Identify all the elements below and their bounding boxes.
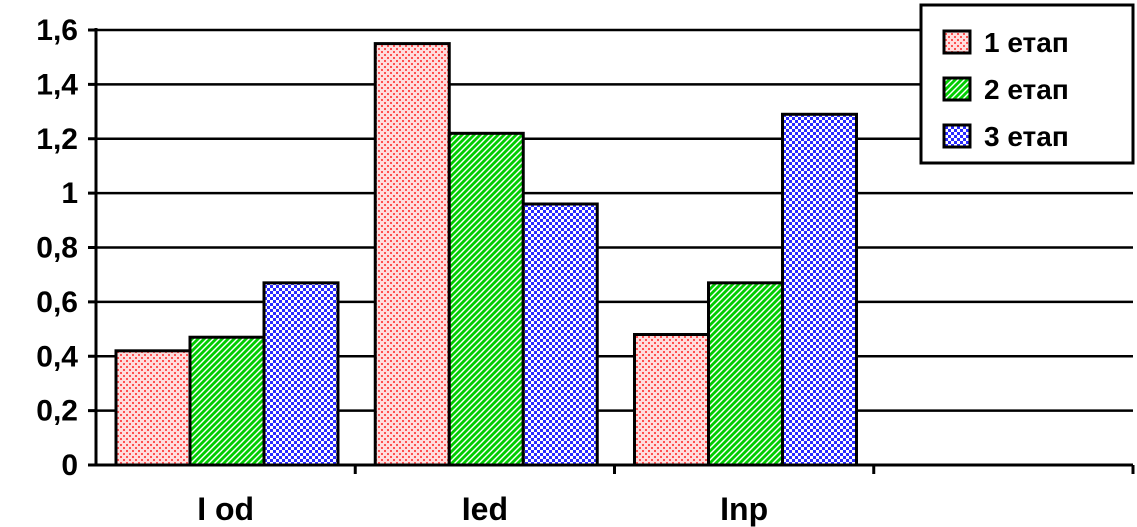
bar-series-2-3 [707,281,784,467]
y-tick-label: 1,4 [36,68,78,101]
legend-label-3: 3 етап [984,121,1069,152]
y-tick-label: 1,2 [36,123,78,156]
bar-series-3-3 [781,112,858,467]
legend-label-1: 1 етап [984,27,1069,58]
y-tick-label: 0,6 [36,286,78,319]
y-tick-label: 0,8 [36,232,78,265]
x-category-label: I od [197,491,254,527]
category-labels: I od Ied Inp [197,491,768,527]
y-tick-label: 0,4 [36,340,78,373]
legend-swatch-1 [942,29,972,55]
legend-swatch-3 [942,123,972,149]
legend-label-2: 2 етап [984,74,1069,105]
y-axis-ticks: 0 0,2 0,4 0,6 0,8 1 1,2 1,4 1,6 [36,14,96,482]
bars [114,42,858,467]
axes [88,28,1135,474]
x-category-label: Inp [720,491,768,527]
bar-series-3-1 [262,281,340,467]
bar-series-1-1 [114,349,192,467]
bar-series-2-2 [447,131,525,467]
bar-series-3-2 [521,202,599,467]
y-tick-label: 0 [61,449,78,482]
y-tick-label: 0,2 [36,395,78,428]
legend-swatch-2 [942,76,972,102]
bar-series-2-1 [188,335,266,467]
bar-series-1-3 [633,333,710,467]
legend: 1 етап 2 етап 3 етап [919,3,1135,165]
x-category-label: Ied [462,491,508,527]
y-tick-label: 1,6 [36,14,78,47]
bar-series-1-2 [373,42,451,467]
y-tick-label: 1 [61,177,78,210]
